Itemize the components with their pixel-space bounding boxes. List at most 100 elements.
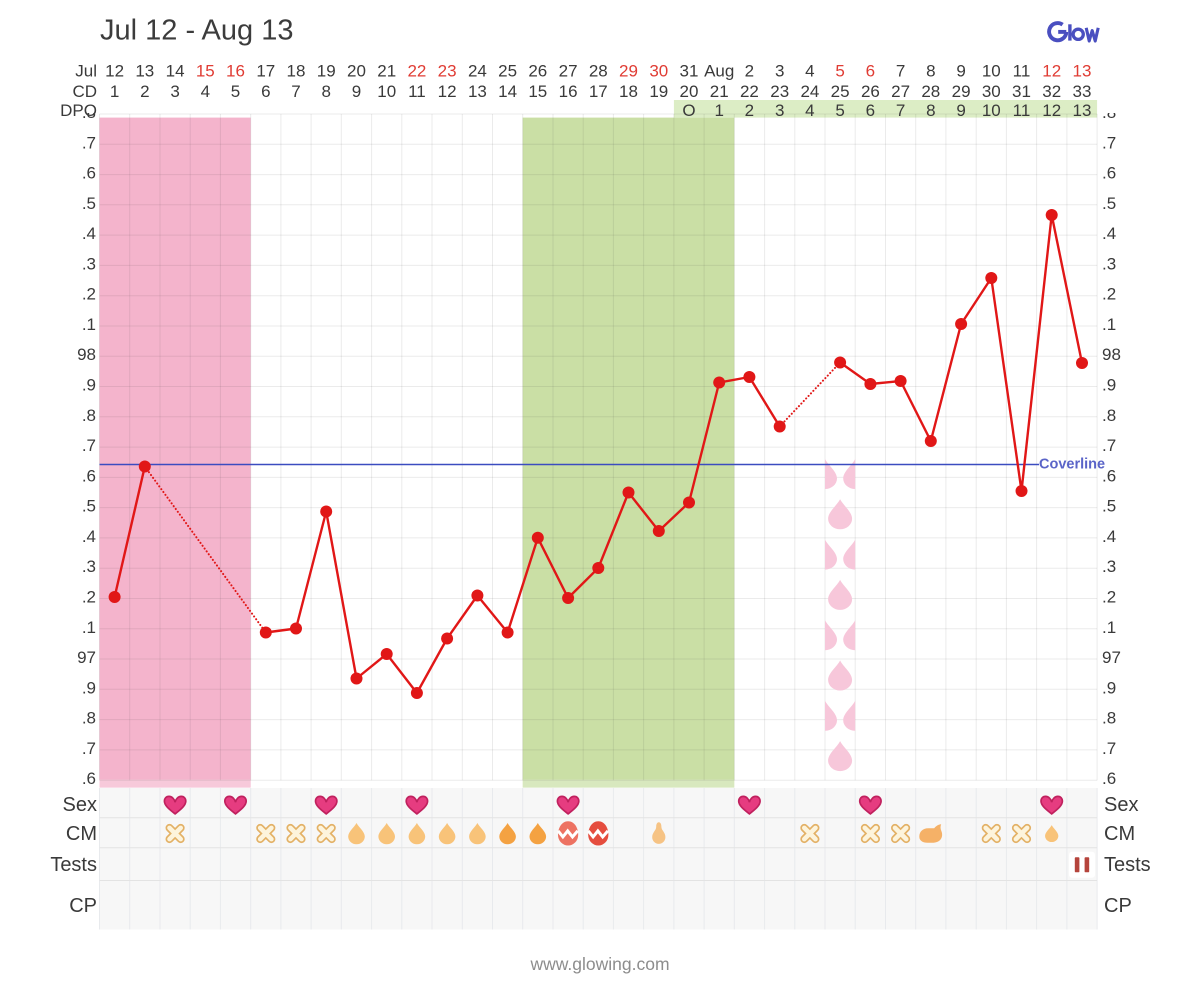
svg-text:Aug: Aug [704,62,734,81]
svg-text:Jul 12 - Aug 13: Jul 12 - Aug 13 [100,15,293,47]
svg-text:.2: .2 [82,285,96,304]
svg-text:1: 1 [110,82,119,101]
svg-text:22: 22 [740,82,759,101]
svg-text:10: 10 [982,62,1001,81]
svg-text:11: 11 [1013,101,1031,120]
svg-text:.2: .2 [82,588,96,607]
svg-text:.2: .2 [1102,285,1116,304]
svg-text:CP: CP [69,895,97,917]
svg-text:23: 23 [770,82,789,101]
svg-text:Jul: Jul [75,62,97,81]
svg-text:.7: .7 [1102,739,1116,758]
svg-text:2: 2 [745,101,754,120]
svg-text:2: 2 [140,82,149,101]
svg-text:Coverline: Coverline [1039,457,1105,473]
svg-text:.8: .8 [82,406,96,425]
svg-text:29: 29 [619,62,638,81]
svg-text:.5: .5 [1102,194,1116,213]
svg-text:.3: .3 [1102,557,1116,576]
svg-text:.1: .1 [1102,315,1116,334]
svg-text:O: O [682,101,695,120]
svg-text:5: 5 [835,62,844,81]
svg-text:4: 4 [805,62,814,81]
svg-text:98: 98 [77,345,96,364]
svg-text:18: 18 [287,62,306,81]
svg-text:30: 30 [982,82,1001,101]
svg-text:28: 28 [921,82,940,101]
svg-text:.6: .6 [82,466,96,485]
svg-text:8: 8 [321,82,330,101]
svg-text:.9: .9 [1102,376,1116,395]
svg-text:.9: .9 [82,678,96,697]
svg-text:98: 98 [1102,345,1121,364]
svg-text:CD: CD [72,82,97,101]
svg-text:14: 14 [498,82,517,101]
svg-text:26: 26 [861,82,880,101]
svg-text:.5: .5 [1102,497,1116,516]
svg-text:8: 8 [926,62,935,81]
svg-text:Tests: Tests [1104,854,1151,876]
svg-text:13: 13 [468,82,487,101]
svg-text:.3: .3 [1102,254,1116,273]
svg-text:.4: .4 [1102,527,1116,546]
svg-text:2: 2 [745,62,754,81]
svg-text:14: 14 [166,62,185,81]
svg-text:.6: .6 [82,164,96,183]
svg-text:.1: .1 [1102,618,1116,637]
svg-text:1: 1 [714,101,723,120]
svg-text:25: 25 [498,62,517,81]
svg-text:.4: .4 [1102,224,1116,243]
svg-text:8: 8 [926,101,935,120]
svg-text:20: 20 [347,62,366,81]
svg-text:6: 6 [261,82,270,101]
svg-text:13: 13 [1073,101,1092,120]
svg-text:5: 5 [231,82,240,101]
svg-text:3: 3 [170,82,179,101]
svg-text:CM: CM [1104,823,1135,845]
svg-text:.7: .7 [1102,133,1116,152]
svg-text:6: 6 [866,62,875,81]
svg-text:4: 4 [201,82,210,101]
svg-text:15: 15 [528,82,547,101]
svg-text:.9: .9 [82,376,96,395]
svg-text:17: 17 [589,82,608,101]
svg-text:.1: .1 [82,618,96,637]
svg-text:22: 22 [407,62,426,81]
svg-text:29: 29 [952,82,971,101]
svg-text:32: 32 [1042,82,1061,101]
svg-text:33: 33 [1073,82,1092,101]
svg-text:9: 9 [352,82,361,101]
svg-text:3: 3 [775,101,784,120]
svg-text:19: 19 [317,62,336,81]
svg-text:.5: .5 [82,194,96,213]
svg-text:23: 23 [438,62,457,81]
svg-text:Sex: Sex [63,794,97,816]
svg-text:.6: .6 [1102,466,1116,485]
svg-text:.6: .6 [82,769,96,788]
svg-text:19: 19 [649,82,668,101]
svg-text:7: 7 [291,82,300,101]
svg-text:.8: .8 [1102,406,1116,425]
svg-text:25: 25 [831,82,850,101]
svg-text:12: 12 [1042,62,1061,81]
svg-text:.7: .7 [82,133,96,152]
svg-text:7: 7 [896,101,905,120]
svg-text:26: 26 [528,62,547,81]
svg-text:28: 28 [589,62,608,81]
svg-text:.4: .4 [82,224,96,243]
svg-text:Tests: Tests [50,854,97,876]
svg-text:CP: CP [1104,895,1132,917]
svg-text:27: 27 [559,62,578,81]
svg-text:11: 11 [1013,62,1031,81]
svg-text:31: 31 [1012,82,1031,101]
svg-text:.7: .7 [82,739,96,758]
svg-text:27: 27 [891,82,910,101]
svg-text:5: 5 [835,101,844,120]
svg-text:4: 4 [805,101,814,120]
svg-text:15: 15 [196,62,215,81]
svg-text:DPO: DPO [60,101,97,120]
svg-text:20: 20 [680,82,699,101]
svg-text:.6: .6 [1102,769,1116,788]
svg-text:.7: .7 [82,436,96,455]
svg-text:10: 10 [982,101,1001,120]
